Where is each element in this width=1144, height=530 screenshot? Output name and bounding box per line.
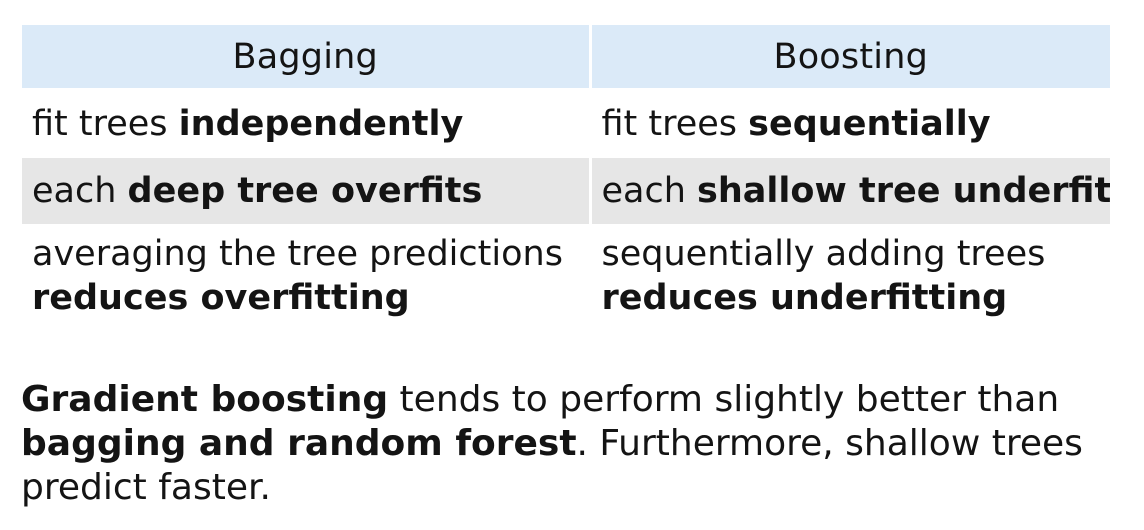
summary-paragraph: Gradient boosting tends to perform sligh… [21, 378, 1121, 510]
bagging-tree-cell: each deep tree overfits [22, 158, 590, 224]
header-boosting: Boosting [588, 25, 1110, 90]
cell-emphasis: independently [178, 104, 464, 144]
table-row: averaging the tree predictions reduces o… [22, 224, 1110, 324]
cell-line-emphasis: reduces underfitting [601, 278, 1008, 318]
summary-emphasis: bagging and random forest [21, 423, 577, 464]
table-row: each deep tree overfits each shallow tre… [22, 158, 1110, 224]
cell-text: each [601, 171, 698, 211]
summary-emphasis: Gradient boosting [21, 379, 389, 420]
summary-text: . Furthermore, shallow trees [576, 423, 1083, 464]
boosting-fit-cell: fit trees sequentially [588, 89, 1110, 158]
cell-line-emphasis: reduces overfitting [32, 278, 410, 318]
cell-text: each [32, 171, 128, 211]
summary-text: predict faster. [21, 467, 271, 508]
summary-text: tends to perform slightly better than [388, 379, 1060, 420]
header-bagging: Bagging [22, 25, 590, 90]
bagging-effect-cell: averaging the tree predictions reduces o… [22, 224, 590, 324]
comparison-table: Bagging Boosting fit trees independently… [22, 25, 1110, 324]
bagging-fit-cell: fit trees independently [22, 89, 590, 158]
cell-emphasis: sequentially [748, 104, 991, 144]
cell-text: fit trees [601, 104, 749, 144]
cell-text: fit trees [32, 104, 179, 144]
cell-emphasis: shallow tree underfits [697, 171, 1110, 211]
table-header-row: Bagging Boosting [22, 25, 1110, 90]
boosting-tree-cell: each shallow tree underfits [588, 158, 1110, 224]
cell-line: averaging the tree predictions [32, 234, 563, 274]
cell-line: sequentially adding trees [601, 234, 1046, 274]
table-row: fit trees independently fit trees sequen… [22, 89, 1110, 158]
boosting-effect-cell: sequentially adding trees reduces underf… [588, 224, 1110, 324]
cell-emphasis: deep tree overfits [127, 171, 483, 211]
